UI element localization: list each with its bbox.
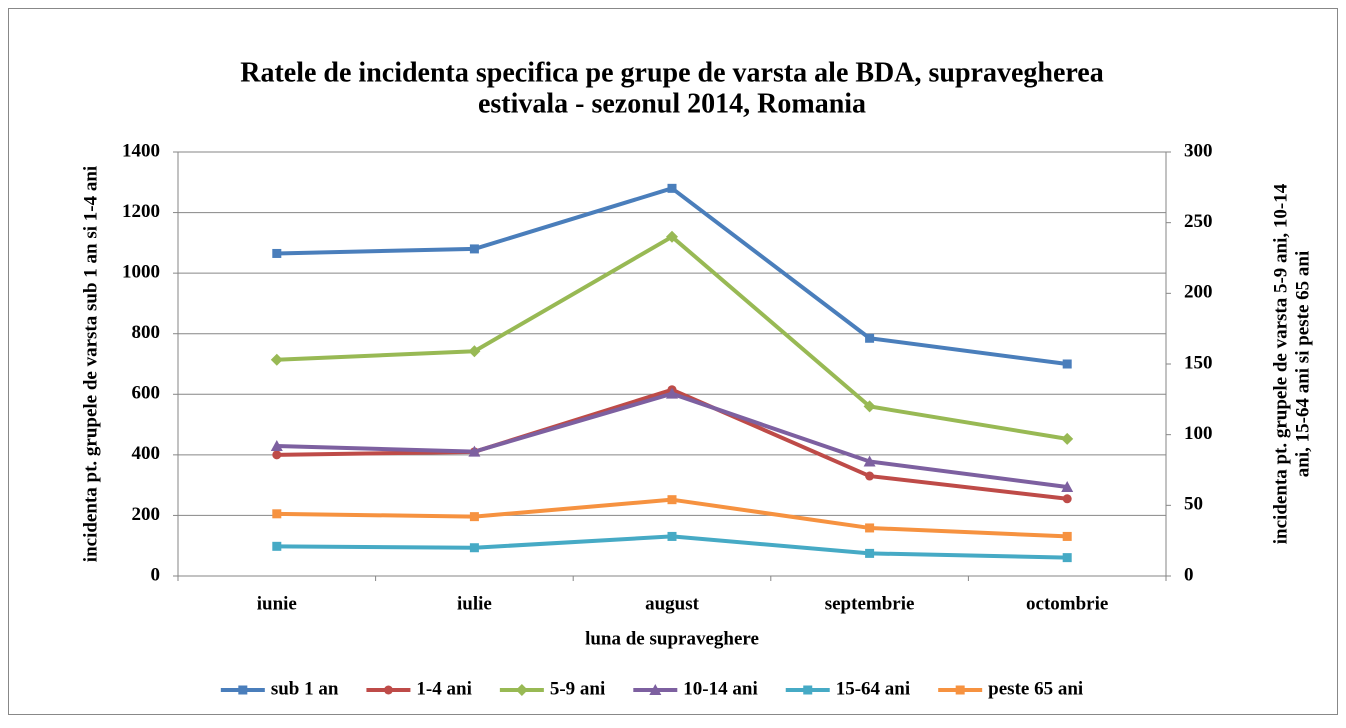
data-point [272,450,282,460]
x-tick-label: iunie [257,593,297,614]
data-point [469,512,479,522]
data-point [270,353,283,366]
y2-tick-label: 250 [1184,211,1213,232]
data-point [667,495,677,505]
data-point [865,548,875,558]
chart-title: estivala - sezonul 2014, Romania [478,88,866,119]
y2-tick-label: 200 [1184,282,1213,303]
data-point [1062,359,1072,369]
data-point [272,541,282,551]
y-tick-label: 400 [132,443,161,464]
legend-label: sub 1 an [271,678,339,699]
data-point [649,684,662,695]
data-point [865,523,875,533]
data-point [238,685,248,695]
data-point [468,345,481,358]
y2-tick-label: 100 [1184,423,1213,444]
x-tick-label: septembrie [825,593,915,614]
data-point [272,248,282,258]
data-point [863,455,876,467]
data-point [469,543,479,553]
x-tick-label: iulie [457,593,492,614]
y-tick-label: 600 [132,383,161,404]
data-point [1062,531,1072,541]
y2-axis-label: ani, 15-64 ani si peste 65 ani [1292,251,1313,477]
y-tick-label: 1400 [122,140,160,161]
data-point [515,684,528,696]
data-point [468,445,481,457]
y-tick-label: 1000 [122,262,160,283]
y-tick-label: 200 [132,504,161,525]
y2-tick-label: 150 [1184,352,1213,373]
data-point [863,400,876,413]
legend-label: peste 65 ani [988,678,1083,699]
data-point [667,531,677,541]
data-point [469,244,479,254]
x-tick-label: octombrie [1026,593,1108,614]
data-point [270,439,283,451]
y2-axis-label: incidenta pt. grupele de varsta 5-9 ani,… [1270,183,1291,544]
y2-tick-label: 50 [1184,494,1203,515]
data-point [1062,494,1072,504]
data-point [666,387,678,399]
data-point [865,333,875,343]
data-point [955,685,965,695]
legend-label: 15-64 ani [836,678,910,699]
data-point [1062,553,1072,563]
y-tick-label: 800 [132,322,161,343]
y2-tick-label: 300 [1184,140,1213,161]
data-point [667,183,677,193]
y-tick-label: 0 [151,564,161,585]
data-point [272,509,282,519]
x-axis-label: luna de supraveghere [585,628,759,649]
y-axis-label: incidenta pt. grupele de varsta sub 1 an… [80,166,101,562]
legend-label: 10-14 ani [683,678,757,699]
legend-label: 1-4 ani [416,678,471,699]
x-tick-label: august [645,593,700,614]
data-point [865,471,875,481]
y2-tick-label: 0 [1184,564,1194,585]
data-point [1061,480,1074,492]
data-point [666,230,678,243]
legend-label: 5-9 ani [550,678,605,699]
chart-frame [8,8,1338,715]
y-tick-label: 1200 [122,201,160,222]
chart-title: Ratele de incidenta specifica pe grupe d… [240,57,1104,88]
data-point [1061,432,1074,445]
data-point [383,685,393,695]
data-point [803,685,813,695]
